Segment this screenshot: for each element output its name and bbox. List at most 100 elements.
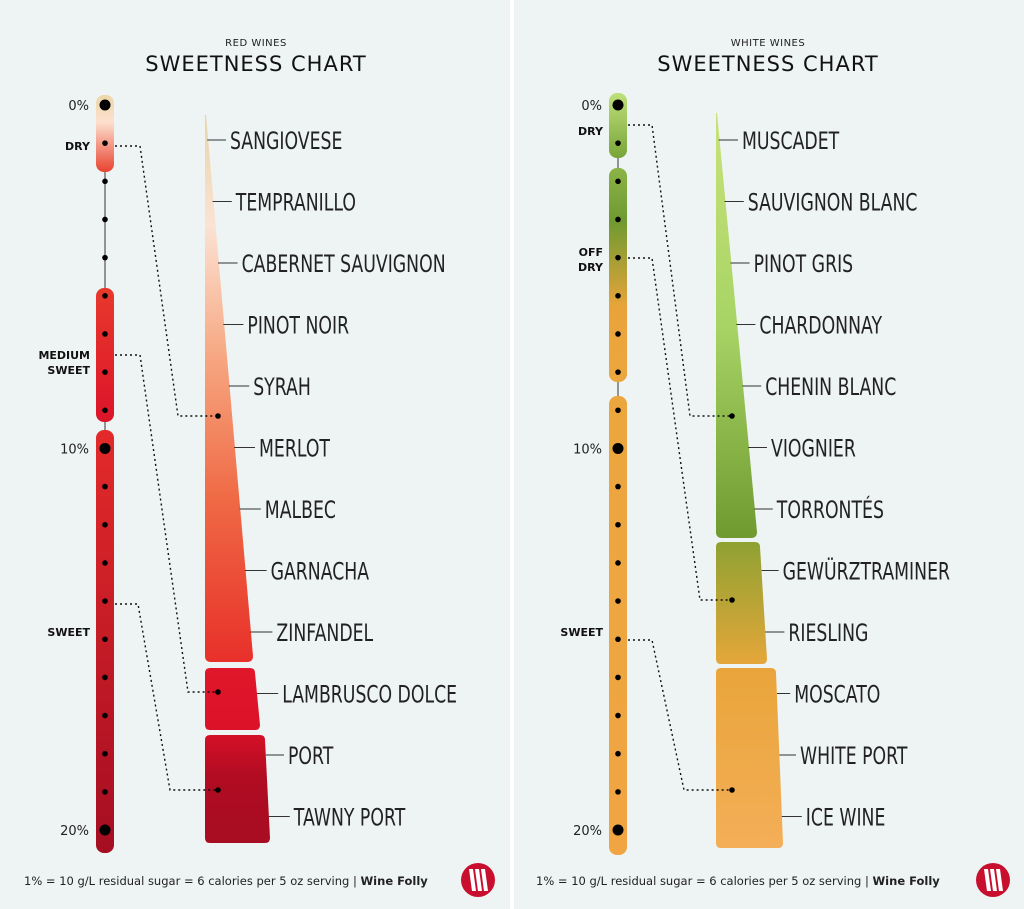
scale-major-dot <box>612 824 624 836</box>
scale-major-dot <box>99 99 111 111</box>
scale-percent-label: 0% <box>68 99 89 114</box>
segment-connector <box>115 354 218 693</box>
segment-label: DRY <box>578 261 604 274</box>
segment-connector <box>628 639 732 791</box>
sweetness-scale: 0% 10% 20% DRY OFF DRY SWEET <box>560 93 627 855</box>
wine-item: TAWNY PORT <box>268 804 405 832</box>
scale-dot <box>615 140 621 146</box>
wine-item: RIESLING <box>765 619 868 647</box>
wine-label: MERLOT <box>259 435 330 463</box>
scale-dot <box>615 178 621 185</box>
connector-dot <box>729 787 735 793</box>
logo-bottle-icon <box>481 869 488 891</box>
panel-title: SWEETNESS CHART <box>657 52 878 76</box>
wine-label: PINOT NOIR <box>247 312 349 340</box>
wine-item: CABERNET SAUVIGNON <box>217 250 446 278</box>
white-wine-panel: WHITE WINES SWEETNESS CHART 0% 10% 20% DRY OFF… <box>536 38 1010 897</box>
wedge-section-dry <box>716 113 757 538</box>
wine-item: GEWÜRZTRAMINER <box>761 557 950 586</box>
scale-dot <box>615 674 621 681</box>
scale-dot <box>615 521 621 528</box>
scale-dot <box>615 216 621 223</box>
scale-dot <box>615 369 621 375</box>
scale-dot <box>102 407 108 414</box>
scale-major-dot <box>612 442 624 454</box>
scale-major-dot <box>99 442 111 454</box>
wine-item: SYRAH <box>228 373 311 401</box>
wine-folly-logo <box>461 863 495 897</box>
scale-dot <box>102 789 108 795</box>
scale-dot <box>102 636 108 643</box>
segment-connector <box>115 145 218 417</box>
scale-dot <box>615 598 621 604</box>
wine-label: GEWÜRZTRAMINER <box>783 557 950 586</box>
scale-dot <box>615 750 621 757</box>
connector-dot <box>215 689 221 695</box>
wine-label: GARNACHA <box>271 558 370 586</box>
scale-percent-label: 0% <box>581 99 602 114</box>
wedge-section-sweet <box>716 668 783 848</box>
wine-item: ICE WINE <box>781 804 885 831</box>
scale-dot <box>615 293 621 299</box>
scale-dot <box>615 254 621 261</box>
segment-label: MEDIUM <box>38 349 90 362</box>
panel-subtitle: RED WINES <box>225 38 287 49</box>
wine-item: GARNACHA <box>244 558 370 586</box>
wine-item: TORRONTÉS <box>754 495 884 524</box>
wine-label: VIOGNIER <box>771 435 856 463</box>
wine-label: SYRAH <box>253 373 311 401</box>
wine-label: MOSCATO <box>794 681 880 709</box>
wine-item: LAMBRUSCO DOLCE <box>257 681 457 709</box>
wine-item: MOSCATO <box>776 681 880 709</box>
wine-wedge: SANGIOVESE TEMPRANILLO CABERNET SAUVIGNON P… <box>205 115 457 843</box>
wine-label: PORT <box>288 742 334 770</box>
wine-item: PINOT NOIR <box>223 312 349 340</box>
scale-segment-bar <box>609 93 627 158</box>
scale-dot <box>102 712 108 719</box>
segment-connector <box>115 603 218 791</box>
footer-note: 1% = 10 g/L residual sugar = 6 calories … <box>536 874 940 888</box>
scale-dot <box>102 293 108 299</box>
scale-dot <box>102 140 108 146</box>
footer-note: 1% = 10 g/L residual sugar = 6 calories … <box>24 874 428 888</box>
scale-major-dot <box>612 99 624 111</box>
logo-bottle-icon <box>475 869 482 891</box>
wine-item: SANGIOVESE <box>207 127 342 155</box>
scale-segment-bar <box>609 168 627 382</box>
segment-label: DRY <box>65 140 91 153</box>
scale-percent-label: 10% <box>60 442 89 457</box>
wine-label: TORRONTÉS <box>776 495 884 524</box>
segment-label: OFF <box>579 246 603 259</box>
wine-label: SANGIOVESE <box>230 127 342 155</box>
scale-dot <box>102 483 108 490</box>
scale-dot <box>102 178 108 185</box>
scale-dot <box>102 521 108 528</box>
segment-label: SWEET <box>560 626 603 639</box>
wine-item: MUSCADET <box>718 127 839 155</box>
logo-bottle-icon <box>469 869 476 891</box>
connector-dot <box>729 597 735 603</box>
wine-label: TAWNY PORT <box>293 804 405 832</box>
wine-item: PORT <box>265 742 334 770</box>
wine-label: CHENIN BLANC <box>765 373 896 401</box>
wine-item: MALBEC <box>239 496 336 524</box>
panel-title: SWEETNESS CHART <box>145 52 366 76</box>
scale-dot <box>615 636 621 643</box>
wine-item: WHITE PORT <box>779 742 908 770</box>
wine-item: MERLOT <box>234 435 330 463</box>
wine-label: WHITE PORT <box>800 742 908 770</box>
wine-item: VIOGNIER <box>748 435 856 463</box>
wine-wedge: MUSCADET SAUVIGNON BLANC PINOT GRIS CHARDON… <box>716 113 950 848</box>
wine-label: PINOT GRIS <box>754 250 854 278</box>
scale-dot <box>615 483 621 490</box>
wine-folly-logo <box>976 863 1010 897</box>
wine-label: LAMBRUSCO DOLCE <box>282 681 457 709</box>
connector-dot <box>729 413 735 419</box>
wine-label: RIESLING <box>788 619 868 647</box>
scale-segment-bar <box>96 288 114 422</box>
logo-bottle-icon <box>984 869 991 891</box>
wine-item: PINOT GRIS <box>730 250 853 278</box>
footer-text: 1% = 10 g/L residual sugar = 6 calories … <box>24 874 361 888</box>
segment-label: SWEET <box>47 626 90 639</box>
